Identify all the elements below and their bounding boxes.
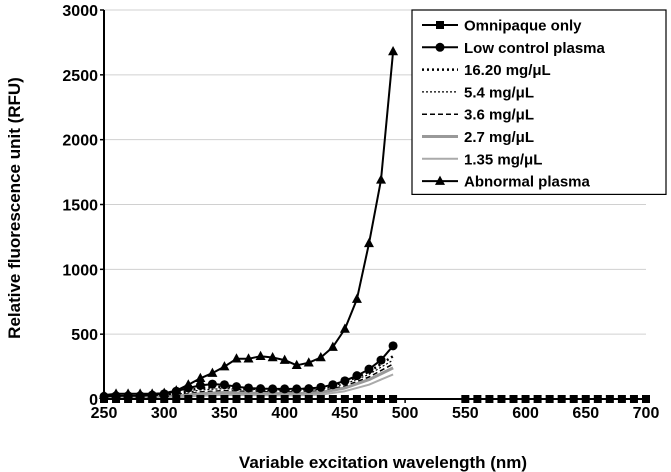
y-tick-label-0: 0 — [89, 392, 98, 409]
legend: Omnipaque only Low control plasma 16.20 mg… — [411, 9, 667, 195]
point-low-control-plasma-430 — [316, 382, 326, 392]
point-abnormal-plasma-280 — [135, 388, 146, 398]
point-low-control-plasma-350 — [219, 380, 229, 390]
legend-marker-low-control-plasma — [435, 42, 445, 52]
point-abnormal-plasma-440 — [327, 341, 338, 351]
point-abnormal-plasma-260 — [111, 388, 122, 398]
point-abnormal-plasma-420 — [303, 357, 314, 367]
legend-label-2-7-mg-ul: 2.7 mg/μL — [464, 129, 534, 146]
point-low-control-plasma-490 — [388, 341, 398, 351]
legend-label-1-35-mg-ul: 1.35 mg/μL — [464, 151, 542, 168]
legend-item-5-4-mg-ul: 5.4 mg/μL — [422, 84, 534, 101]
point-low-control-plasma-360 — [231, 382, 241, 392]
point-low-control-plasma-450 — [340, 376, 350, 386]
x-tick-label-450: 450 — [332, 405, 359, 422]
point-abnormal-plasma-380 — [255, 350, 266, 360]
point-abnormal-plasma-310 — [171, 385, 182, 395]
legend-marker-omnipaque-only — [436, 21, 444, 29]
point-low-control-plasma-460 — [352, 371, 362, 381]
point-abnormal-plasma-470 — [363, 237, 374, 248]
y-tick-label-1500: 1500 — [62, 198, 98, 215]
point-abnormal-plasma-410 — [291, 359, 302, 370]
x-axis-label: Variable excitation wavelength (nm) — [239, 453, 527, 472]
legend-marker-abnormal-plasma — [435, 175, 445, 185]
point-abnormal-plasma-270 — [123, 388, 134, 398]
legend-label-16-20-mg-ul: 16.20 mg/μL — [464, 62, 551, 79]
legend-label-3-6-mg-ul: 3.6 mg/μL — [464, 107, 534, 124]
series-abnormal-plasma — [99, 45, 399, 399]
point-low-control-plasma-340 — [207, 379, 217, 389]
point-abnormal-plasma-330 — [195, 372, 206, 383]
point-abnormal-plasma-340 — [207, 367, 218, 377]
point-abnormal-plasma-460 — [351, 293, 362, 303]
legend-item-16-20-mg-ul: 16.20 mg/μL — [422, 62, 551, 79]
series-low-control-plasma — [99, 341, 398, 401]
x-tick-label-700: 700 — [633, 405, 660, 422]
legend-label-low-control-plasma: Low control plasma — [464, 40, 606, 57]
legend-item-low-control-plasma: Low control plasma — [422, 40, 606, 57]
point-low-control-plasma-480 — [376, 355, 386, 365]
y-tick-label-2000: 2000 — [62, 133, 98, 150]
point-abnormal-plasma-400 — [279, 354, 290, 364]
y-tick-label-500: 500 — [71, 327, 98, 344]
y-tick-label-2500: 2500 — [62, 68, 98, 85]
x-tick-label-500: 500 — [392, 405, 419, 422]
point-abnormal-plasma-480 — [376, 174, 387, 184]
point-abnormal-plasma-360 — [231, 353, 242, 363]
x-axis-ticks: 250 300 350 400 450 500 550 600 650 700 — [91, 399, 660, 422]
legend-label-abnormal-plasma: Abnormal plasma — [464, 174, 591, 191]
point-low-control-plasma-470 — [364, 364, 374, 374]
y-tick-label-3000: 3000 — [62, 3, 98, 20]
x-tick-label-400: 400 — [271, 405, 298, 422]
point-abnormal-plasma-300 — [159, 387, 170, 397]
x-tick-label-650: 650 — [572, 405, 599, 422]
point-low-control-plasma-370 — [244, 383, 254, 393]
series-line-abnormal-plasma-0 — [103, 51, 395, 397]
point-low-control-plasma-410 — [292, 384, 302, 394]
legend-label-omnipaque-only: Omnipaque only — [464, 18, 582, 35]
point-low-control-plasma-420 — [304, 384, 314, 394]
axes — [103, 10, 646, 400]
point-abnormal-plasma-430 — [315, 352, 326, 362]
x-tick-label-350: 350 — [211, 405, 238, 422]
horizontal-gridlines — [104, 9, 646, 335]
legend-item-abnormal-plasma: Abnormal plasma — [422, 174, 591, 191]
point-low-control-plasma-390 — [268, 384, 278, 394]
point-abnormal-plasma-290 — [147, 388, 158, 398]
point-low-control-plasma-440 — [328, 380, 338, 390]
point-abnormal-plasma-320 — [183, 379, 194, 389]
x-tick-label-600: 600 — [512, 405, 539, 422]
y-tick-label-1000: 1000 — [62, 262, 98, 279]
legend-item-2-7-mg-ul: 2.7 mg/μL — [422, 129, 534, 146]
point-low-control-plasma-330 — [195, 380, 205, 390]
x-tick-label-300: 300 — [151, 405, 178, 422]
y-axis-label: Relative fluorescence unit (RFU) — [5, 77, 24, 339]
legend-item-omnipaque-only: Omnipaque only — [422, 18, 582, 35]
x-tick-label-550: 550 — [452, 405, 479, 422]
point-abnormal-plasma-370 — [243, 353, 254, 363]
point-low-control-plasma-400 — [280, 384, 290, 394]
legend-item-1-35-mg-ul: 1.35 mg/μL — [422, 151, 542, 168]
legend-label-5-4-mg-ul: 5.4 mg/μL — [464, 84, 534, 101]
legend-box — [411, 9, 667, 195]
point-abnormal-plasma-450 — [339, 323, 350, 333]
x-tick-label-250: 250 — [91, 405, 118, 422]
point-abnormal-plasma-390 — [267, 352, 278, 362]
point-abnormal-plasma-490 — [388, 45, 399, 56]
point-low-control-plasma-380 — [256, 384, 266, 394]
point-abnormal-plasma-350 — [219, 361, 230, 371]
y-axis-ticks: 0 500 1000 1500 2000 2500 3000 — [62, 3, 104, 409]
legend-item-3-6-mg-ul: 3.6 mg/μL — [422, 107, 534, 124]
